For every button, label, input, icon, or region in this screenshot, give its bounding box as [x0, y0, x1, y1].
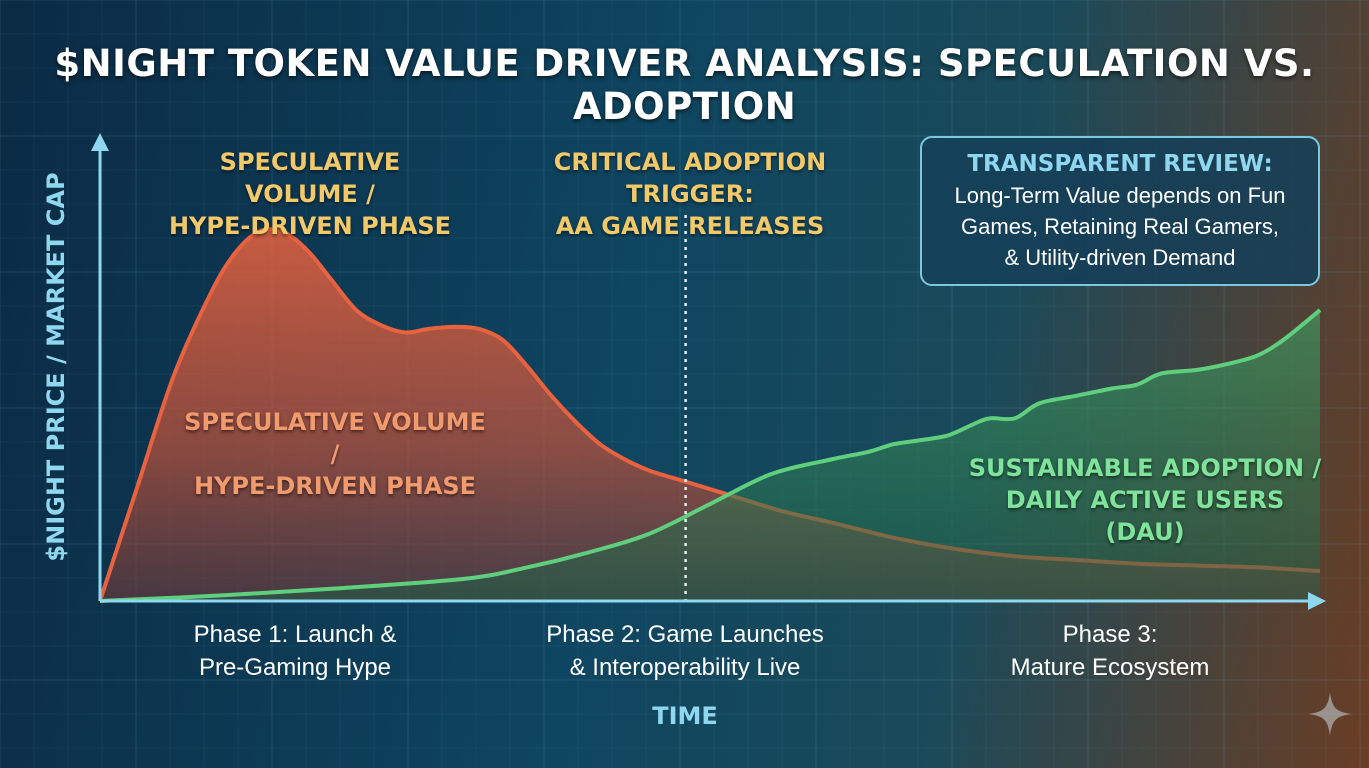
- review-line: Long-Term Value depends on Fun: [954, 183, 1286, 208]
- phase-2-label: Phase 2: Game Launches & Interoperabilit…: [546, 621, 824, 681]
- phase-1-label: Phase 1: Launch & Pre-Gaming Hype: [193, 621, 397, 681]
- speculation-area: [100, 229, 1320, 602]
- sparkle-icon: [1308, 692, 1352, 736]
- phase-3-label: Phase 3: Mature Ecosystem: [1010, 621, 1210, 681]
- review-title: TRANSPARENT REVIEW:: [967, 151, 1273, 177]
- y-axis-arrow: [91, 133, 109, 151]
- chart-title: $NIGHT TOKEN VALUE DRIVER ANALYSIS: SPEC…: [54, 42, 1315, 128]
- transparent-review-box: TRANSPARENT REVIEW: Long-Term Value depe…: [920, 136, 1320, 286]
- y-axis-title: $NIGHT PRICE / MARKET CAP: [42, 172, 70, 562]
- adoption-trigger-label: CRITICAL ADOPTION TRIGGER: AA GAME RELEA…: [553, 148, 827, 240]
- review-line: & Utility-driven Demand: [1004, 245, 1236, 270]
- review-line: Games, Retaining Real Gamers,: [961, 214, 1279, 239]
- speculative-area-label: SPECULATIVE VOLUME / HYPE-DRIVEN PHASE: [184, 408, 486, 500]
- speculative-phase-label: SPECULATIVE VOLUME / HYPE-DRIVEN PHASE: [168, 148, 452, 240]
- x-axis-title: TIME: [652, 702, 718, 730]
- adoption-area: [100, 310, 1320, 601]
- x-axis-arrow: [1308, 592, 1326, 610]
- adoption-area-label: SUSTAINABLE ADOPTION / DAILY ACTIVE USER…: [968, 454, 1322, 546]
- adoption-line: [99, 308, 1322, 603]
